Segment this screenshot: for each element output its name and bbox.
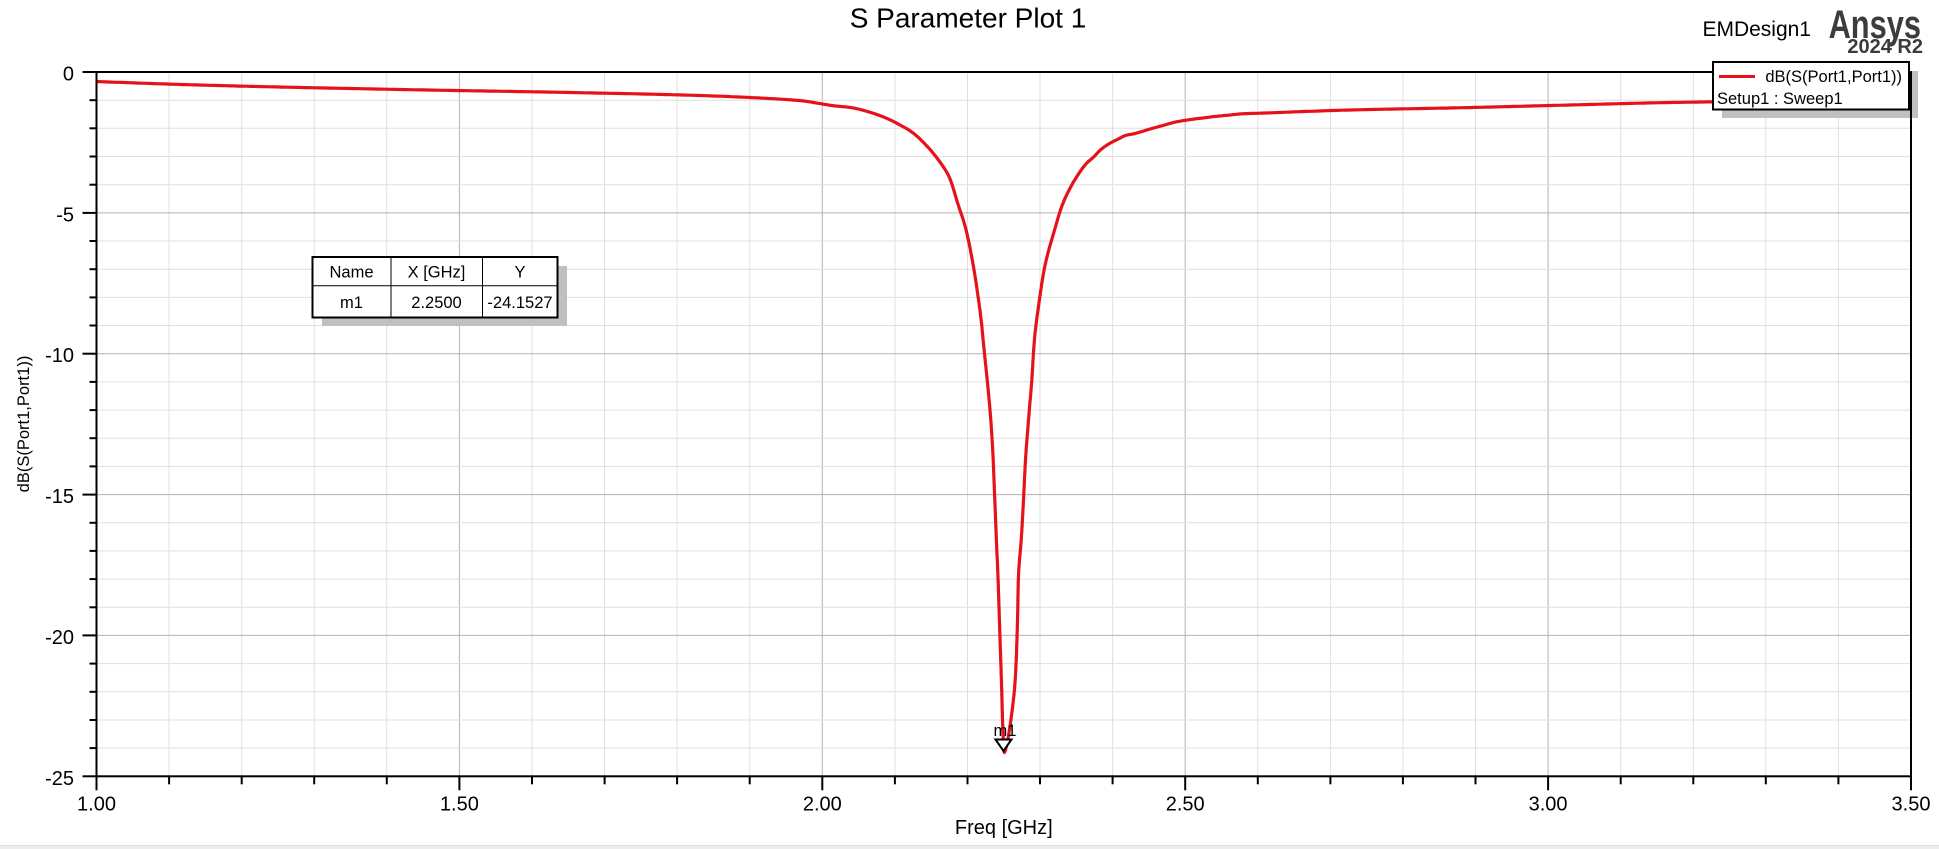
svg-text:1.00: 1.00 — [77, 793, 116, 815]
svg-text:-10: -10 — [45, 345, 74, 367]
svg-text:2.00: 2.00 — [803, 793, 842, 815]
svg-text:2024 R2: 2024 R2 — [1847, 36, 1923, 58]
svg-text:Setup1 : Sweep1: Setup1 : Sweep1 — [1717, 90, 1843, 108]
svg-text:Name: Name — [329, 264, 373, 282]
svg-text:Ansys: Ansys — [1829, 2, 1921, 47]
svg-text:-24.1527: -24.1527 — [487, 294, 552, 312]
svg-text:1.50: 1.50 — [440, 793, 479, 815]
svg-text:Y: Y — [514, 264, 525, 282]
svg-text:S Parameter Plot 1: S Parameter Plot 1 — [850, 3, 1087, 34]
svg-text:m1: m1 — [340, 294, 363, 312]
svg-text:0: 0 — [63, 64, 74, 86]
svg-text:-5: -5 — [56, 204, 74, 226]
svg-text:3.00: 3.00 — [1529, 793, 1568, 815]
svg-text:-20: -20 — [45, 627, 74, 649]
svg-text:dB(S(Port1,Port1)): dB(S(Port1,Port1)) — [1765, 68, 1902, 86]
svg-text:2.2500: 2.2500 — [411, 294, 461, 312]
svg-text:m1: m1 — [994, 722, 1017, 740]
svg-text:-15: -15 — [45, 486, 74, 508]
svg-text:EMDesign1: EMDesign1 — [1702, 18, 1811, 41]
svg-text:X [GHz]: X [GHz] — [408, 264, 466, 282]
svg-text:dB(S(Port1,Port1)): dB(S(Port1,Port1)) — [15, 356, 33, 493]
svg-text:3.50: 3.50 — [1892, 793, 1931, 815]
svg-text:-25: -25 — [45, 768, 74, 790]
svg-text:Freq [GHz]: Freq [GHz] — [955, 817, 1053, 839]
svg-text:2.50: 2.50 — [1166, 793, 1205, 815]
